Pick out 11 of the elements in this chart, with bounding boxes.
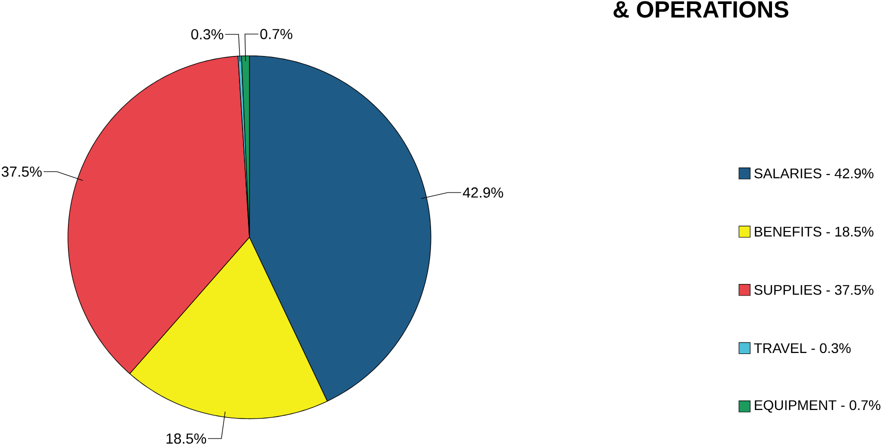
legend-label: SUPPLIES - 37.5% [754, 285, 874, 295]
data-label: 18.5% [166, 434, 206, 444]
data-label: 37.5% [2, 166, 42, 177]
legend-label: BENEFITS - 18.5% [754, 226, 874, 237]
legend-label: SALARIES - 42.9% [754, 168, 874, 178]
data-label: 42.9% [462, 187, 504, 198]
data-label: 0.3% [191, 29, 224, 40]
legend-label: EQUIPMENT - 0.7% [754, 400, 880, 413]
data-label: 0.7% [260, 28, 292, 40]
chart-title: & OPERATIONS [614, 1, 788, 18]
legend-label: TRAVEL - 0.3% [754, 343, 851, 354]
